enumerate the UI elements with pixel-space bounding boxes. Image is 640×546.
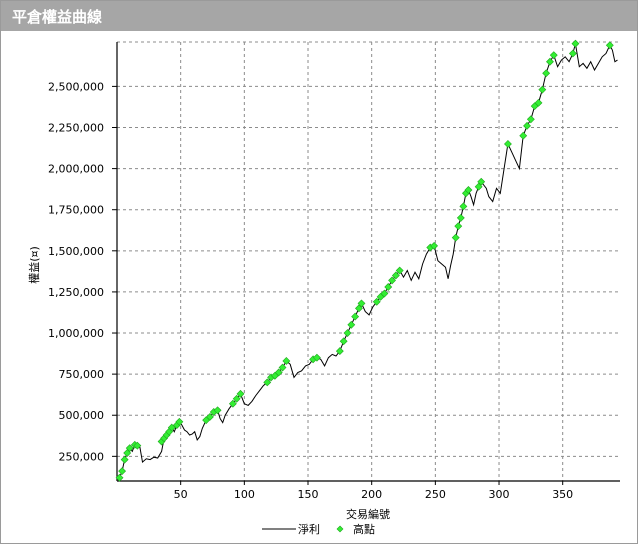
high-point-marker <box>175 417 184 426</box>
legend-high-marker <box>336 525 344 533</box>
high-point-marker <box>459 202 468 211</box>
high-point-marker <box>347 320 356 329</box>
high-point-marker <box>477 177 486 186</box>
x-tick-label: 250 <box>425 488 446 501</box>
high-point-marker <box>213 406 222 415</box>
high-point-marker <box>384 283 393 291</box>
legend-label-high: 高點 <box>353 522 375 536</box>
high-point-marker <box>118 467 127 476</box>
y-tick-labels: 250,000 500,000 750,000 1,000,000 1,250,000 1… <box>48 80 104 463</box>
high-point-marker <box>351 312 360 321</box>
high-point-marker <box>534 98 543 107</box>
x-tick-labels: 50 100 150 200 250 300 350 <box>174 488 574 501</box>
y-tick-label: 2,000,000 <box>48 163 104 176</box>
high-point-marker <box>115 473 124 482</box>
high-point-marker <box>549 51 558 60</box>
y-tick-label: 1,750,000 <box>48 204 104 217</box>
high-point-marker <box>343 329 352 337</box>
high-point-marker <box>395 266 404 275</box>
legend-label-net: 淨利 <box>298 523 320 536</box>
high-point-marker <box>391 271 400 280</box>
high-point-marker <box>523 121 531 130</box>
high-point-marker <box>451 233 460 242</box>
series-line-net-profit <box>116 43 618 480</box>
high-point-marker <box>542 69 551 78</box>
y-tick-label: 2,250,000 <box>48 121 104 134</box>
high-point-marker <box>372 297 381 306</box>
title-bar: 平倉權益曲線 <box>1 1 637 31</box>
high-point-marker <box>339 337 348 346</box>
high-point-marker <box>538 85 547 94</box>
high-point-marker <box>123 449 132 457</box>
high-point-marker <box>519 131 528 140</box>
y-tick-label: 1,000,000 <box>48 327 104 340</box>
high-point-marker <box>474 182 483 191</box>
high-point-marker <box>206 412 214 421</box>
legend: 淨利 高點 <box>262 522 375 536</box>
high-point-marker <box>133 441 142 450</box>
high-points-series <box>115 39 614 482</box>
high-point-marker <box>464 186 473 194</box>
x-tick-label: 100 <box>234 488 255 501</box>
high-point-marker <box>236 389 245 398</box>
x-axis-title: 交易編號 <box>346 507 390 521</box>
high-point-marker <box>232 394 241 403</box>
high-point-marker <box>282 357 291 365</box>
high-point-marker <box>355 304 363 313</box>
x-tick-label: 200 <box>361 488 382 501</box>
y-axis-title: 權益(¤) <box>27 246 41 284</box>
high-point-marker <box>454 222 463 231</box>
x-tick-label: 300 <box>489 488 510 501</box>
high-point-marker <box>504 140 512 148</box>
high-point-marker <box>430 241 439 250</box>
y-tick-label: 1,250,000 <box>48 286 104 299</box>
axes <box>112 42 620 485</box>
high-point-marker <box>313 353 321 362</box>
y-tick-label: 500,000 <box>59 409 105 422</box>
x-tick-label: 350 <box>552 488 573 501</box>
high-point-marker <box>546 57 554 66</box>
high-point-marker <box>278 363 287 372</box>
high-point-marker <box>526 115 535 124</box>
high-point-marker <box>335 347 344 356</box>
high-point-marker <box>274 368 283 377</box>
y-tick-label: 750,000 <box>59 368 105 381</box>
high-point-marker <box>571 39 580 48</box>
y-tick-label: 250,000 <box>59 450 105 463</box>
high-point-marker <box>388 276 396 285</box>
high-point-marker <box>357 299 366 308</box>
high-point-marker <box>568 49 577 58</box>
y-tick-label: 2,500,000 <box>48 80 104 93</box>
window-title: 平倉權益曲線 <box>12 8 103 26</box>
high-point-marker <box>263 378 272 387</box>
high-point-marker <box>380 289 389 298</box>
x-tick-label: 150 <box>298 488 319 501</box>
high-point-marker <box>228 399 237 408</box>
grid-lines <box>117 41 620 481</box>
x-tick-label: 50 <box>174 488 188 501</box>
high-point-marker <box>167 423 176 432</box>
high-point-marker <box>125 444 134 453</box>
high-point-marker <box>605 41 614 50</box>
y-tick-label: 1,500,000 <box>48 245 104 258</box>
high-point-marker <box>456 214 465 222</box>
high-point-marker <box>120 455 129 464</box>
